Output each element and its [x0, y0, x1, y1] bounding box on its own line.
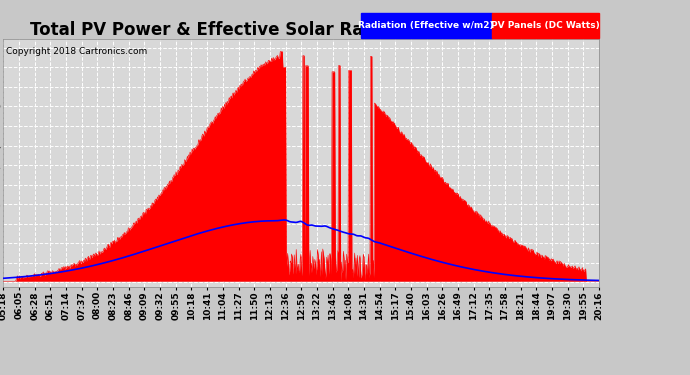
- Text: Copyright 2018 Cartronics.com: Copyright 2018 Cartronics.com: [6, 47, 147, 56]
- Title: Total PV Power & Effective Solar Radiation Tue Jul 3 20:33: Total PV Power & Effective Solar Radiati…: [30, 21, 573, 39]
- Text: PV Panels (DC Watts): PV Panels (DC Watts): [491, 21, 600, 30]
- Text: Radiation (Effective w/m2): Radiation (Effective w/m2): [358, 21, 494, 30]
